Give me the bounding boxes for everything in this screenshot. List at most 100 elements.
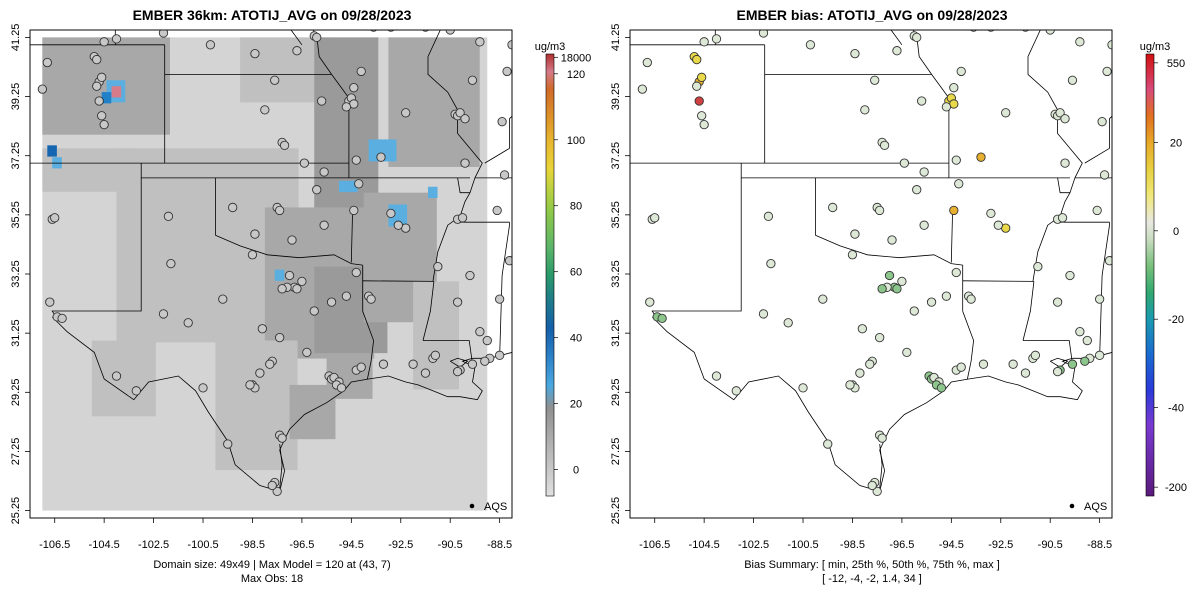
obs-site (317, 96, 327, 106)
bias-site (1065, 270, 1075, 281)
grid-patch-13 (91, 340, 156, 417)
hot-cell-5 (368, 139, 397, 162)
obs-site (326, 297, 337, 307)
obs-site (475, 327, 485, 337)
x-tick-label: -94.5 (939, 539, 964, 551)
obs-site (312, 185, 322, 195)
obs-site (255, 368, 265, 378)
bias-site (1067, 359, 1078, 369)
bias-site (1045, 30, 1055, 35)
border-line-17 (423, 340, 473, 365)
obs-site (50, 213, 60, 223)
bias-site (954, 179, 964, 189)
y-tick-label: 35.25 (10, 201, 22, 229)
obs-site (366, 294, 376, 304)
bias-site (1067, 75, 1078, 85)
obs-site (292, 284, 302, 294)
right-legend-label: AQS (1084, 501, 1107, 513)
hot-cell-8 (427, 186, 438, 199)
obs-site (275, 205, 285, 216)
bias-site (941, 102, 952, 112)
obs-site (452, 366, 463, 377)
bias-site (731, 386, 741, 396)
x-tick-label: -106.5 (639, 539, 670, 551)
y-tick-label: 29.25 (10, 379, 22, 407)
obs-site (309, 306, 319, 316)
right-plot-area: AQS (629, 29, 1113, 519)
right-y-axis: 25.25 27.25 29.25 31.25 33.25 35.25 37.25 39.25… (610, 24, 630, 525)
obs-site (494, 350, 505, 360)
bias-site (798, 383, 808, 393)
left-x-axis: -106.5 -104.5 -102.5 -100.5 -98.5 -96.5 -94.5 -… (39, 518, 512, 551)
y-tick-label: 41.25 (10, 24, 22, 52)
obs-site (99, 37, 109, 47)
bias-site (978, 359, 989, 369)
bias-site (897, 276, 907, 287)
colorbar-tick-label: -20 (1168, 314, 1184, 326)
obs-site (433, 261, 443, 272)
colorbar-tick-label: 0 (573, 465, 579, 477)
border-line-20 (1099, 222, 1110, 359)
obs-site (99, 119, 109, 130)
obs-site (349, 83, 359, 93)
bias-site (892, 284, 902, 294)
left-map-panel: EMBER 36km: ATOTIJ_AVG on 09/28/2023 AQS… (10, 7, 591, 585)
border-line-27 (890, 30, 903, 46)
obs-site (247, 250, 258, 260)
bias-site (1094, 350, 1105, 360)
bias-site (872, 486, 882, 497)
colorbar-gradient-right (1145, 53, 1155, 497)
obs-site (42, 57, 52, 68)
border-line-11 (950, 210, 953, 263)
obs-site (356, 362, 366, 372)
x-tick-label: -92.5 (388, 539, 413, 551)
obs-site (272, 486, 282, 497)
bias-site (818, 294, 828, 304)
bias-site (805, 40, 816, 50)
obs-site (158, 30, 169, 38)
x-tick-label: -100.5 (787, 539, 818, 551)
right-colorbar: ug/m3 550 20 0 -20 -40 -200 (1140, 41, 1187, 497)
aqs-legend-marker (1069, 503, 1075, 509)
right-footer-line-2: [ -12, -4, -2, 1.4, 34 ] (822, 573, 922, 585)
y-tick-label: 29.25 (610, 379, 622, 407)
obs-site (275, 332, 285, 343)
bias-site (919, 167, 929, 177)
colorbar-tick-label: 80 (570, 201, 582, 213)
obs-site (260, 105, 270, 115)
obs-site (457, 213, 468, 223)
bias-site (879, 140, 890, 150)
bias-site (823, 439, 833, 449)
grid-patch-12 (42, 148, 134, 192)
y-tick-label: 25.25 (610, 497, 622, 525)
aqs-legend-marker (469, 503, 475, 509)
obs-site (218, 294, 228, 304)
bias-site (956, 66, 966, 77)
obs-site (502, 66, 512, 77)
right-map-panel: EMBER bias: ATOTIJ_AVG on 09/28/2023 AQS… (610, 7, 1187, 585)
obs-site (292, 46, 302, 56)
border-line-10 (215, 234, 363, 266)
obs-site (445, 30, 455, 35)
bias-site (1099, 170, 1110, 180)
border-line-31 (879, 444, 883, 489)
bias-site (758, 30, 769, 38)
x-tick-label: -102.5 (738, 539, 769, 551)
obs-site (393, 220, 403, 230)
bias-site (1082, 335, 1092, 346)
border-line-14 (362, 280, 434, 282)
left-y-axis: 25.25 27.25 29.25 31.25 33.25 35.25 37.25 39.25… (10, 24, 30, 524)
obs-site (257, 324, 267, 334)
bias-site (857, 324, 867, 334)
y-tick-label: 37.25 (610, 142, 622, 170)
hot-cell-2 (101, 92, 112, 104)
obs-site (354, 179, 364, 189)
left-footer-line-1: Domain size: 49x49 | Max Model = 120 at … (153, 559, 390, 571)
obs-site (341, 102, 352, 112)
obs-site (351, 155, 361, 165)
colorbar-tick-label: 60 (570, 267, 582, 279)
bias-site (986, 208, 996, 219)
obs-site (267, 480, 277, 491)
obs-site (284, 270, 295, 281)
border-line-16 (362, 311, 375, 380)
